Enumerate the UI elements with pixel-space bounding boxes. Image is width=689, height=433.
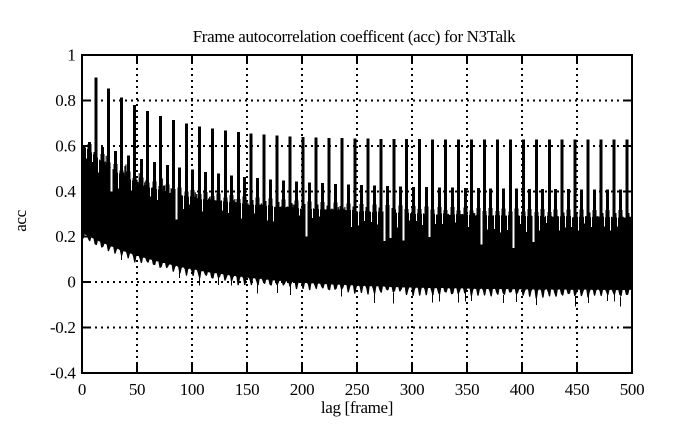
svg-text:450: 450: [565, 380, 589, 399]
svg-text:0: 0: [78, 380, 86, 399]
svg-text:350: 350: [455, 380, 479, 399]
svg-text:250: 250: [345, 380, 369, 399]
svg-text:lag [frame]: lag [frame]: [321, 398, 393, 417]
svg-text:Frame autocorrelation coeffice: Frame autocorrelation coefficent (acc) f…: [193, 27, 516, 46]
svg-text:200: 200: [290, 380, 314, 399]
svg-text:acc: acc: [11, 209, 30, 231]
svg-text:-0.4: -0.4: [50, 364, 76, 383]
svg-text:400: 400: [510, 380, 534, 399]
svg-text:300: 300: [400, 380, 424, 399]
svg-text:0.8: 0.8: [55, 91, 75, 110]
svg-text:150: 150: [235, 380, 259, 399]
svg-text:1: 1: [67, 46, 75, 65]
svg-text:0.4: 0.4: [55, 182, 76, 201]
svg-text:0.6: 0.6: [55, 136, 75, 155]
svg-text:500: 500: [620, 380, 644, 399]
svg-text:0: 0: [67, 273, 75, 292]
svg-text:100: 100: [180, 380, 204, 399]
svg-text:0.2: 0.2: [55, 227, 75, 246]
svg-text:50: 50: [129, 380, 145, 399]
svg-text:-0.2: -0.2: [50, 318, 76, 337]
